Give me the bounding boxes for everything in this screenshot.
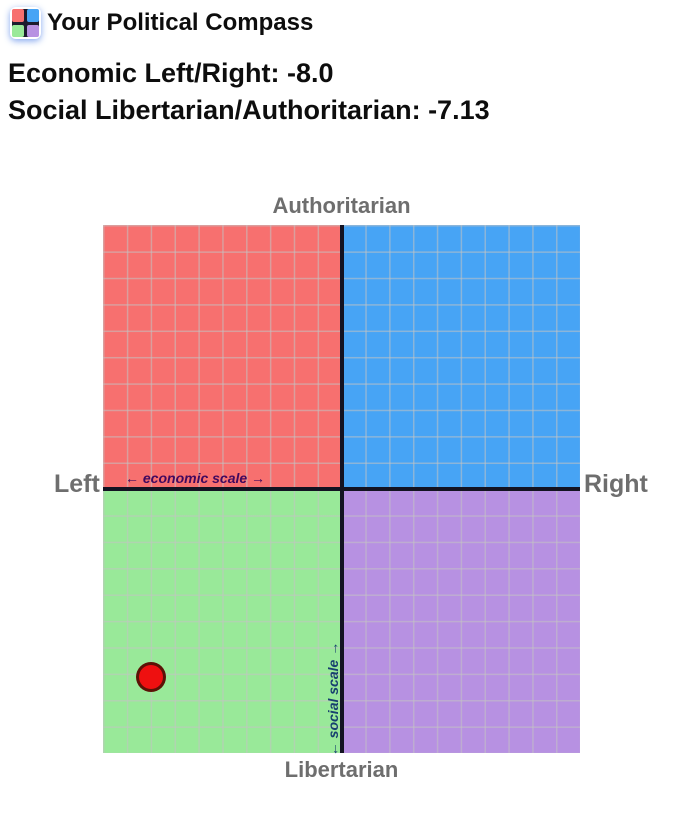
axis-label-left: Left	[54, 470, 100, 498]
quadrant-authoritarian-left	[103, 225, 342, 489]
score-dot	[135, 662, 166, 693]
political-compass-logo-icon	[10, 7, 41, 39]
logo-quadrant-purple	[27, 24, 39, 37]
economic-scale-caption: ← economic scale →	[125, 470, 266, 486]
axis-label-right: Right	[584, 470, 648, 498]
logo-quadrant-green	[12, 24, 24, 37]
axis-label-libertarian: Libertarian	[284, 757, 399, 782]
logo-quadrant-red	[12, 9, 24, 22]
social-scale-caption: ← social scale →	[325, 641, 341, 757]
horizontal-axis-line	[103, 487, 580, 491]
page-title: Your Political Compass	[47, 9, 314, 36]
logo-quadrant-blue	[27, 9, 39, 22]
quadrant-authoritarian-right	[341, 225, 580, 489]
quadrant-libertarian-left	[103, 489, 342, 753]
axis-label-authoritarian: Authoritarian	[272, 193, 411, 218]
quadrant-libertarian-right	[341, 489, 580, 753]
economic-score-text: Economic Left/Right: -8.0	[8, 58, 334, 88]
social-score-text: Social Libertarian/Authoritarian: -7.13	[8, 95, 490, 125]
compass-chart: ← economic scale → ← social scale →	[103, 225, 580, 757]
